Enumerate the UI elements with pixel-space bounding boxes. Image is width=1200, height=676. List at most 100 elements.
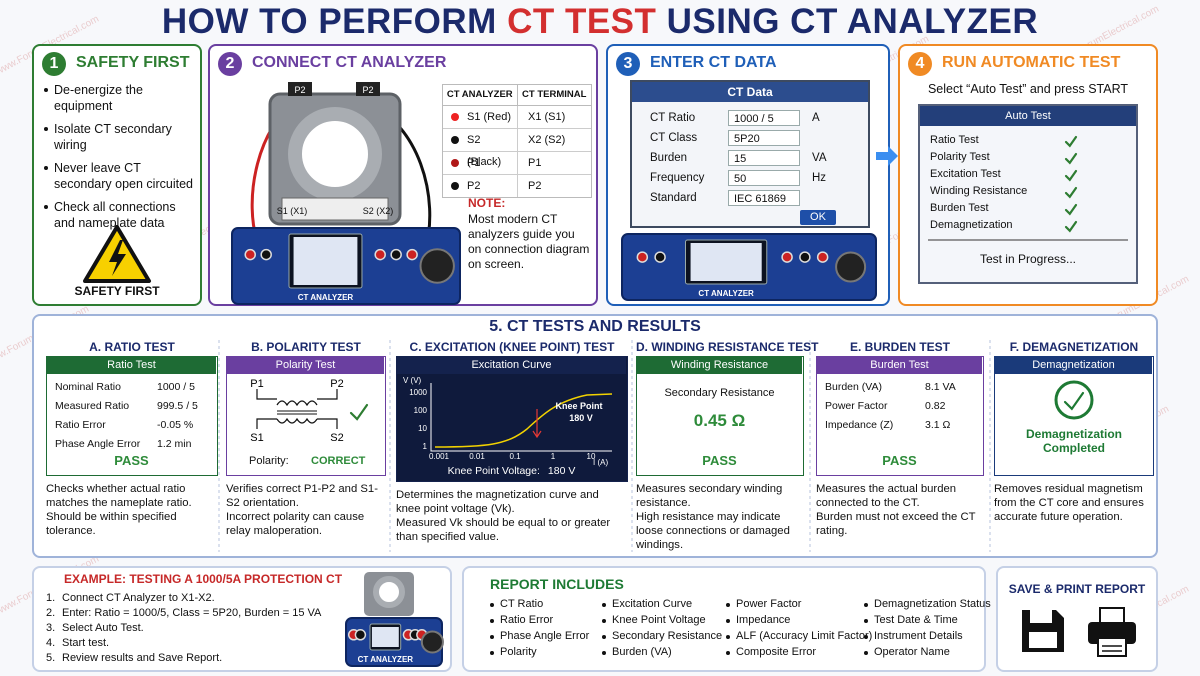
title-highlight: CT TEST bbox=[507, 2, 657, 41]
panel-header: Demagnetization bbox=[995, 357, 1152, 374]
polarity-label: Polarity: bbox=[249, 455, 289, 467]
result: PASS bbox=[702, 453, 737, 468]
secondary-wire bbox=[256, 418, 338, 429]
field-label: CT Ratio bbox=[650, 112, 696, 124]
test-description: Measures the actual burden connected to … bbox=[816, 482, 980, 538]
step-number: 1 bbox=[42, 52, 66, 76]
row-value: 1.2 min bbox=[157, 438, 192, 450]
report-item: Composite Error bbox=[726, 646, 816, 658]
ct-terminal-block bbox=[281, 197, 389, 221]
field-unit: VA bbox=[812, 152, 827, 164]
test-item: Demagnetization bbox=[930, 219, 1013, 231]
knee-value: 180 V bbox=[569, 413, 593, 423]
test-panel: Demagnetization Demagnetization Completed bbox=[994, 356, 1154, 476]
analyzer-label: CT ANALYZER bbox=[698, 289, 754, 298]
test-heading: A. RATIO TEST bbox=[89, 340, 175, 354]
ct-data-dialog: CT Data CT Ratio 1000 / 5 A CT Class 5P20 Burd… bbox=[630, 80, 870, 228]
safety-list: De-energize the equipment Isolate CT seco… bbox=[44, 82, 194, 238]
table-row: S1 (Red) X1 (S1) bbox=[443, 106, 591, 129]
excitation-curve bbox=[434, 393, 613, 448]
secondary-label: S2 (X2) bbox=[363, 206, 394, 216]
row-label: Burden (VA) bbox=[825, 381, 882, 393]
mini-analyzer: CT ANALYZER bbox=[345, 617, 444, 667]
column-header: CT TERMINAL bbox=[516, 85, 592, 105]
bullet bbox=[864, 603, 868, 607]
title-part: HOW TO PERFORM bbox=[161, 2, 508, 41]
row-label: Measured Ratio bbox=[55, 400, 130, 412]
row-value: 8.1 VA bbox=[925, 381, 956, 393]
report-item: ALF (Accuracy Limit Factor) bbox=[726, 630, 872, 642]
description-line: Checks whether actual ratio matches the … bbox=[46, 483, 192, 509]
terminal-label: P2 bbox=[294, 85, 305, 95]
field-value: 15 bbox=[728, 150, 800, 166]
report-item: Demagnetization Status bbox=[864, 598, 991, 610]
ok-button[interactable]: OK bbox=[800, 210, 836, 225]
step-1-card: 1 SAFETY FIRST De-energize the equipment Is… bbox=[32, 44, 202, 306]
step-number: 4 bbox=[908, 52, 932, 76]
x-tick-label: 0.01 bbox=[469, 452, 485, 461]
bullet bbox=[602, 619, 606, 623]
step-4-card: 4 RUN AUTOMATIC TEST Select “Auto Test” an… bbox=[898, 44, 1158, 306]
bullet bbox=[490, 635, 494, 639]
resistance-value: 0.45 Ω bbox=[693, 411, 746, 430]
step-number: 3. bbox=[46, 622, 56, 634]
table-row: P2 P2 bbox=[443, 175, 591, 197]
test-status: Test in Progress... bbox=[979, 252, 1077, 266]
test-panel: Excitation Curve V (V) 1000 100 10 1 0.001 0.01… bbox=[396, 356, 628, 482]
terminal-dot bbox=[451, 136, 459, 144]
step-arrow bbox=[876, 146, 898, 166]
report-item: Impedance bbox=[726, 614, 790, 626]
example-title: EXAMPLE: TESTING A 1000/5A PROTECTION CT bbox=[64, 572, 343, 586]
table-row: S2 (Black) X2 (S2) bbox=[443, 129, 591, 168]
description-line: Measures secondary winding resistance. bbox=[636, 483, 783, 509]
check-icon bbox=[1064, 169, 1078, 182]
terminal-dot bbox=[451, 159, 459, 167]
safety-item: Isolate CT secondary wiring bbox=[44, 121, 194, 153]
terminal bbox=[374, 248, 386, 261]
lightning bbox=[109, 240, 126, 276]
report-item: CT Ratio bbox=[490, 598, 543, 610]
analyzer-cell: P2 bbox=[443, 175, 517, 197]
primary-wire bbox=[256, 389, 338, 400]
analyzer-label: CT ANALYZER bbox=[298, 293, 354, 302]
bullet bbox=[864, 619, 868, 623]
test-description: Verifies correct P1-P2 and S1-S2 orienta… bbox=[226, 482, 382, 538]
step-text: Connect CT Analyzer to X1-X2. bbox=[62, 592, 215, 604]
report-title: REPORT INCLUDES bbox=[490, 576, 624, 592]
analyzer-label: CT ANALYZER bbox=[358, 655, 414, 664]
arrow-shape bbox=[876, 146, 898, 166]
row-label: Phase Angle Error bbox=[55, 438, 141, 450]
result: PASS bbox=[882, 453, 917, 468]
description-line: Determines the magnetization curve and k… bbox=[396, 489, 599, 515]
instruction: Select “Auto Test” and press START bbox=[927, 82, 1129, 96]
test-description: Measures secondary winding resistance. Hi… bbox=[636, 482, 800, 552]
primary-coil bbox=[276, 400, 318, 407]
terminal bbox=[636, 251, 649, 263]
safety-badge: SAFETY FIRST bbox=[74, 284, 160, 298]
analyzer-cell: S1 (Red) bbox=[443, 106, 517, 128]
example-card: EXAMPLE: TESTING A 1000/5A PROTECTION CT… bbox=[32, 566, 452, 672]
polarity-diagram: P1 P2 S1 S2 bbox=[250, 378, 369, 444]
report-item: Operator Name bbox=[864, 646, 950, 658]
terminal-label: P2 bbox=[362, 85, 373, 95]
bullet bbox=[490, 603, 494, 607]
terminal-dot bbox=[451, 113, 459, 121]
footer-label: Knee Point Voltage: bbox=[447, 465, 540, 477]
y-tick-label: 1000 bbox=[409, 388, 427, 397]
terminal-plate bbox=[356, 82, 380, 96]
y-axis-label: V (V) bbox=[403, 376, 422, 385]
step-title: CONNECT CT ANALYZER bbox=[252, 54, 447, 71]
analyzer-cell: P1 bbox=[443, 152, 517, 174]
field-unit: A bbox=[812, 112, 820, 124]
knee-footer: Knee Point Voltage: 180 V bbox=[397, 465, 626, 477]
terminal bbox=[390, 248, 402, 261]
report-item: Knee Point Voltage bbox=[602, 614, 706, 626]
description-line: Incorrect polarity can cause relay malop… bbox=[226, 511, 365, 537]
connection-table: CT ANALYZER CT TERMINAL S1 (Red) X1 (S1) S2 … bbox=[442, 84, 592, 198]
x-tick-label: 0.1 bbox=[509, 452, 521, 461]
description-line: Measured Vk should be equal to or greate… bbox=[396, 517, 611, 543]
bullet bbox=[602, 651, 606, 655]
test-panel: Burden Test Burden (VA) 8.1 VA Power Factor… bbox=[816, 356, 984, 476]
report-item: Phase Angle Error bbox=[490, 630, 589, 642]
